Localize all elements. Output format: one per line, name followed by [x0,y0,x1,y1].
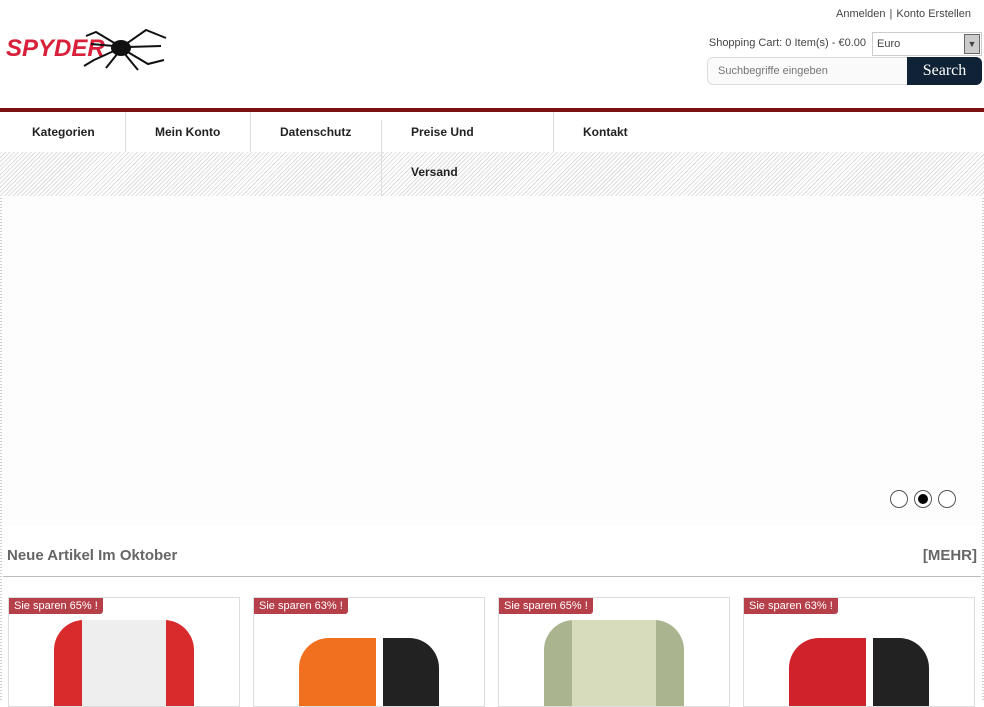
product-image[interactable] [789,638,929,706]
discount-badge: Sie sparen 65% ! [9,598,103,614]
discount-badge: Sie sparen 63% ! [744,598,838,614]
login-link[interactable]: Anmelden [835,8,886,20]
discount-badge: Sie sparen 63% ! [254,598,348,614]
search-button[interactable]: Search [907,57,982,85]
nav-item-preise-und-versand[interactable]: Preise Und [411,125,474,139]
search-form: Search [707,57,982,85]
shopping-cart-link[interactable]: Shopping Cart: 0 Item(s) - €0.00 [708,37,866,49]
product-card[interactable]: Sie sparen 65% ! [8,597,240,707]
product-card[interactable]: Sie sparen 65% ! [498,597,730,707]
nav-item-mein-konto[interactable]: Mein Konto [155,125,221,139]
main-nav: Kategorien Mein Konto Datenschutz Preise… [0,112,984,196]
product-image[interactable] [544,620,684,706]
section-title: Neue Artikel Im Oktober [7,547,178,564]
discount-badge: Sie sparen 65% ! [499,598,593,614]
chevron-down-icon: ▼ [964,34,980,54]
currency-value: Euro [877,38,901,50]
slider-dot-2[interactable] [914,490,932,508]
slider-dot-1[interactable] [890,490,908,508]
svg-text:SPYDER: SPYDER [6,35,105,62]
nav-item-kontakt[interactable]: Kontakt [583,125,628,139]
product-image[interactable] [299,638,439,706]
product-card[interactable]: Sie sparen 63% ! [253,597,485,707]
section-divider [3,576,981,577]
nav-item-versand[interactable]: Versand [411,165,458,179]
register-link[interactable]: Konto Erstellen [896,8,971,20]
product-card[interactable]: Sie sparen 63% ! [743,597,975,707]
spyder-logo[interactable]: SPYDER [6,24,171,74]
divider: | [889,8,893,20]
header-divider [0,108,984,112]
nav-item-datenschutz[interactable]: Datenschutz [280,125,352,139]
slider-dot-3[interactable] [938,490,956,508]
search-input[interactable] [707,57,917,85]
currency-select[interactable]: Euro ▼ [872,32,982,56]
product-image[interactable] [54,620,194,706]
nav-item-kategorien[interactable]: Kategorien [32,125,95,139]
more-link[interactable]: [MEHR] [922,547,977,564]
banner-slider[interactable] [3,196,981,526]
